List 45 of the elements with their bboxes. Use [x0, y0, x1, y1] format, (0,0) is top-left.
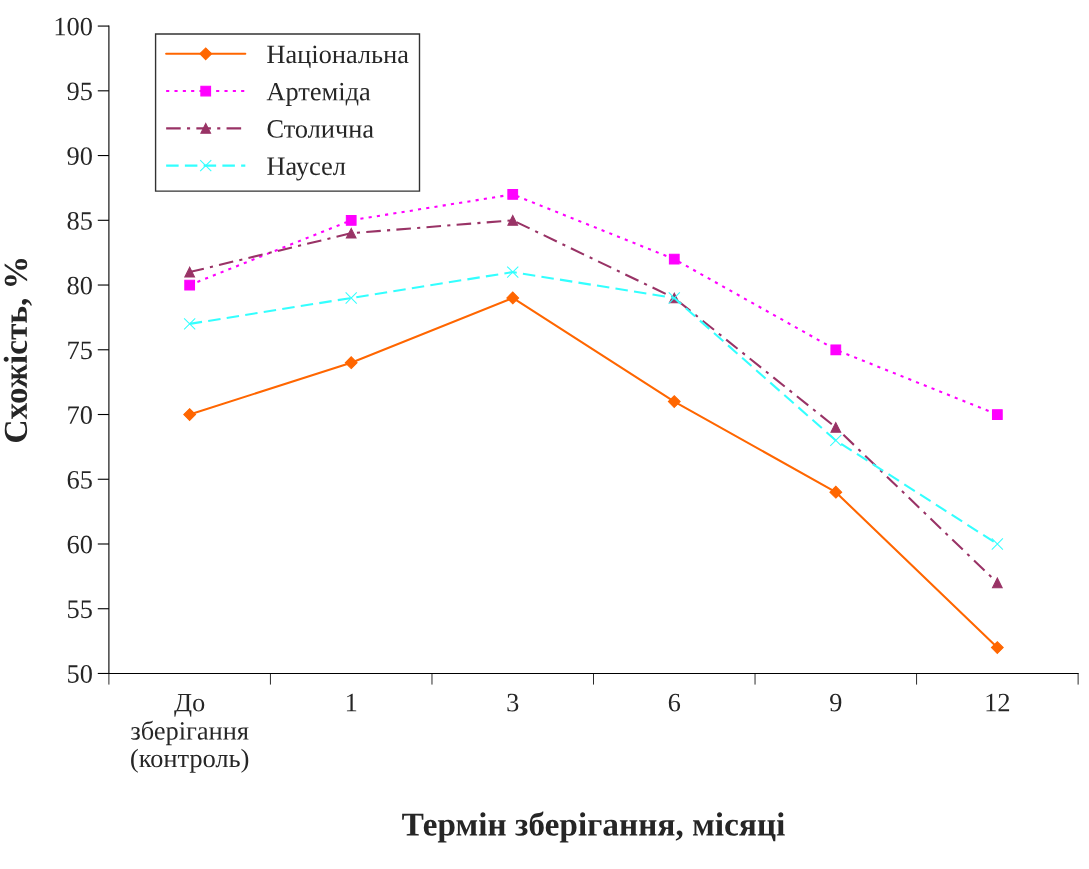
- point: [829, 434, 842, 447]
- legend-label: Артеміда: [266, 82, 371, 106]
- y-tick-label: 55: [68, 600, 92, 619]
- y-tick-label: 70: [68, 406, 92, 424]
- point: [506, 266, 519, 279]
- point: [507, 189, 519, 200]
- y-tick-label: 100: [55, 17, 92, 36]
- point: [668, 253, 680, 265]
- point: [506, 291, 520, 305]
- point: [830, 344, 842, 356]
- point: [345, 291, 358, 305]
- point: [667, 395, 681, 408]
- legend-label: Наусел: [267, 157, 346, 181]
- y-tick-label: 60: [67, 535, 92, 554]
- y-tick-label: 90: [67, 147, 92, 165]
- point: [184, 279, 196, 291]
- point: [183, 408, 197, 421]
- y-tick-label: 95: [67, 82, 92, 101]
- point: [345, 227, 357, 239]
- point: [344, 356, 358, 370]
- point: [990, 641, 1004, 654]
- point: [183, 317, 196, 330]
- x-axis-title: Термін зберігання, місяці: [402, 811, 785, 843]
- y-axis-title: Схожість, %: [3, 259, 32, 442]
- point: [184, 266, 196, 278]
- point: [829, 485, 843, 499]
- x-tick-label: 9: [830, 693, 842, 712]
- point: [991, 577, 1003, 589]
- point: [991, 409, 1003, 420]
- legend-label: Столична: [267, 120, 374, 138]
- x-tick-label: 3: [507, 693, 519, 712]
- point: [345, 214, 357, 226]
- y-tick-label: 65: [67, 470, 92, 489]
- x-tick-label: 6: [668, 693, 681, 712]
- point: [991, 537, 1004, 551]
- point: [830, 422, 842, 433]
- y-tick-label: 75: [68, 341, 92, 360]
- x-tick-label: 1: [346, 693, 357, 712]
- y-tick-label: 50: [68, 665, 92, 683]
- point: [507, 214, 519, 226]
- x-tick-label: До зберігання (контроль): [131, 693, 249, 773]
- legend-label: Національна: [267, 45, 409, 69]
- y-tick-label: 80: [67, 276, 92, 295]
- x-tick-label: 12: [986, 693, 1010, 712]
- y-tick-label: 85: [67, 211, 92, 230]
